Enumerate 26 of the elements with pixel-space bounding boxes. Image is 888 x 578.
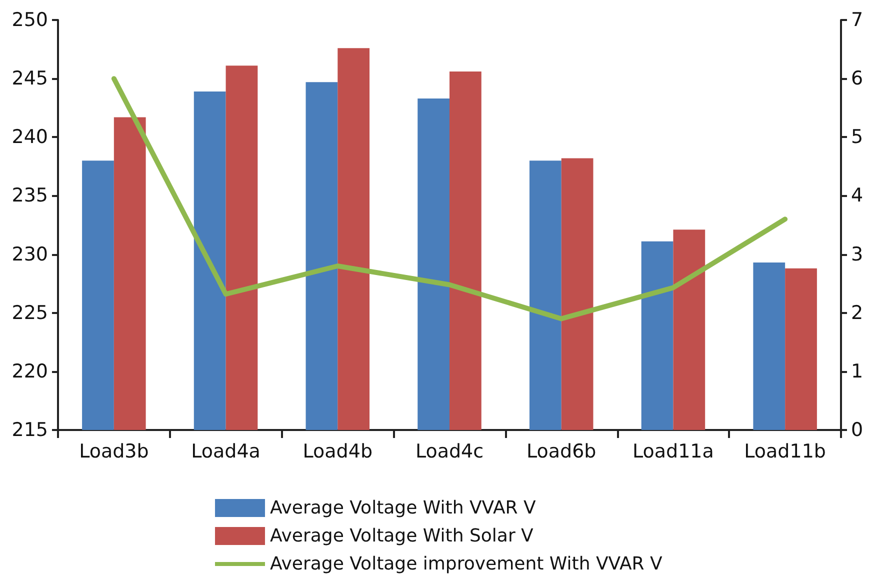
x-tick-label: Load6b bbox=[526, 440, 596, 462]
legend-label: Average Voltage With Solar V bbox=[270, 526, 534, 546]
legend-label: Average Voltage improvement With VVAR V bbox=[270, 554, 663, 574]
x-tick-label: Load11a bbox=[632, 440, 714, 462]
y-tick-label: 220 bbox=[12, 360, 48, 382]
y2-tick-label: 6 bbox=[851, 68, 864, 90]
x-tick-label: Load4b bbox=[302, 440, 373, 462]
y2-tick-label: 1 bbox=[851, 360, 864, 382]
legend-label: Average Voltage With VVAR V bbox=[270, 498, 536, 518]
x-tick-label: Load4c bbox=[415, 440, 484, 462]
y-tick-label: 245 bbox=[12, 68, 48, 90]
y2-tick-label: 0 bbox=[851, 419, 864, 441]
x-tick-label: Load4a bbox=[191, 440, 260, 462]
y-tick-label: 240 bbox=[12, 126, 48, 148]
y-tick-label: 215 bbox=[12, 419, 48, 441]
y2-tick-label: 5 bbox=[851, 126, 864, 148]
y2-tick-label: 7 bbox=[851, 9, 864, 31]
y2-tick-label: 2 bbox=[851, 302, 864, 324]
y-tick-label: 230 bbox=[12, 243, 48, 266]
x-tick-label: Load11b bbox=[744, 440, 826, 462]
y-tick-label: 225 bbox=[12, 302, 48, 324]
y-tick-label: 250 bbox=[12, 9, 48, 31]
x-tick-label: Load3b bbox=[79, 440, 149, 462]
y-tick-label: 235 bbox=[12, 184, 48, 207]
y2-tick-label: 4 bbox=[851, 184, 864, 207]
y2-tick-label: 3 bbox=[851, 243, 864, 266]
